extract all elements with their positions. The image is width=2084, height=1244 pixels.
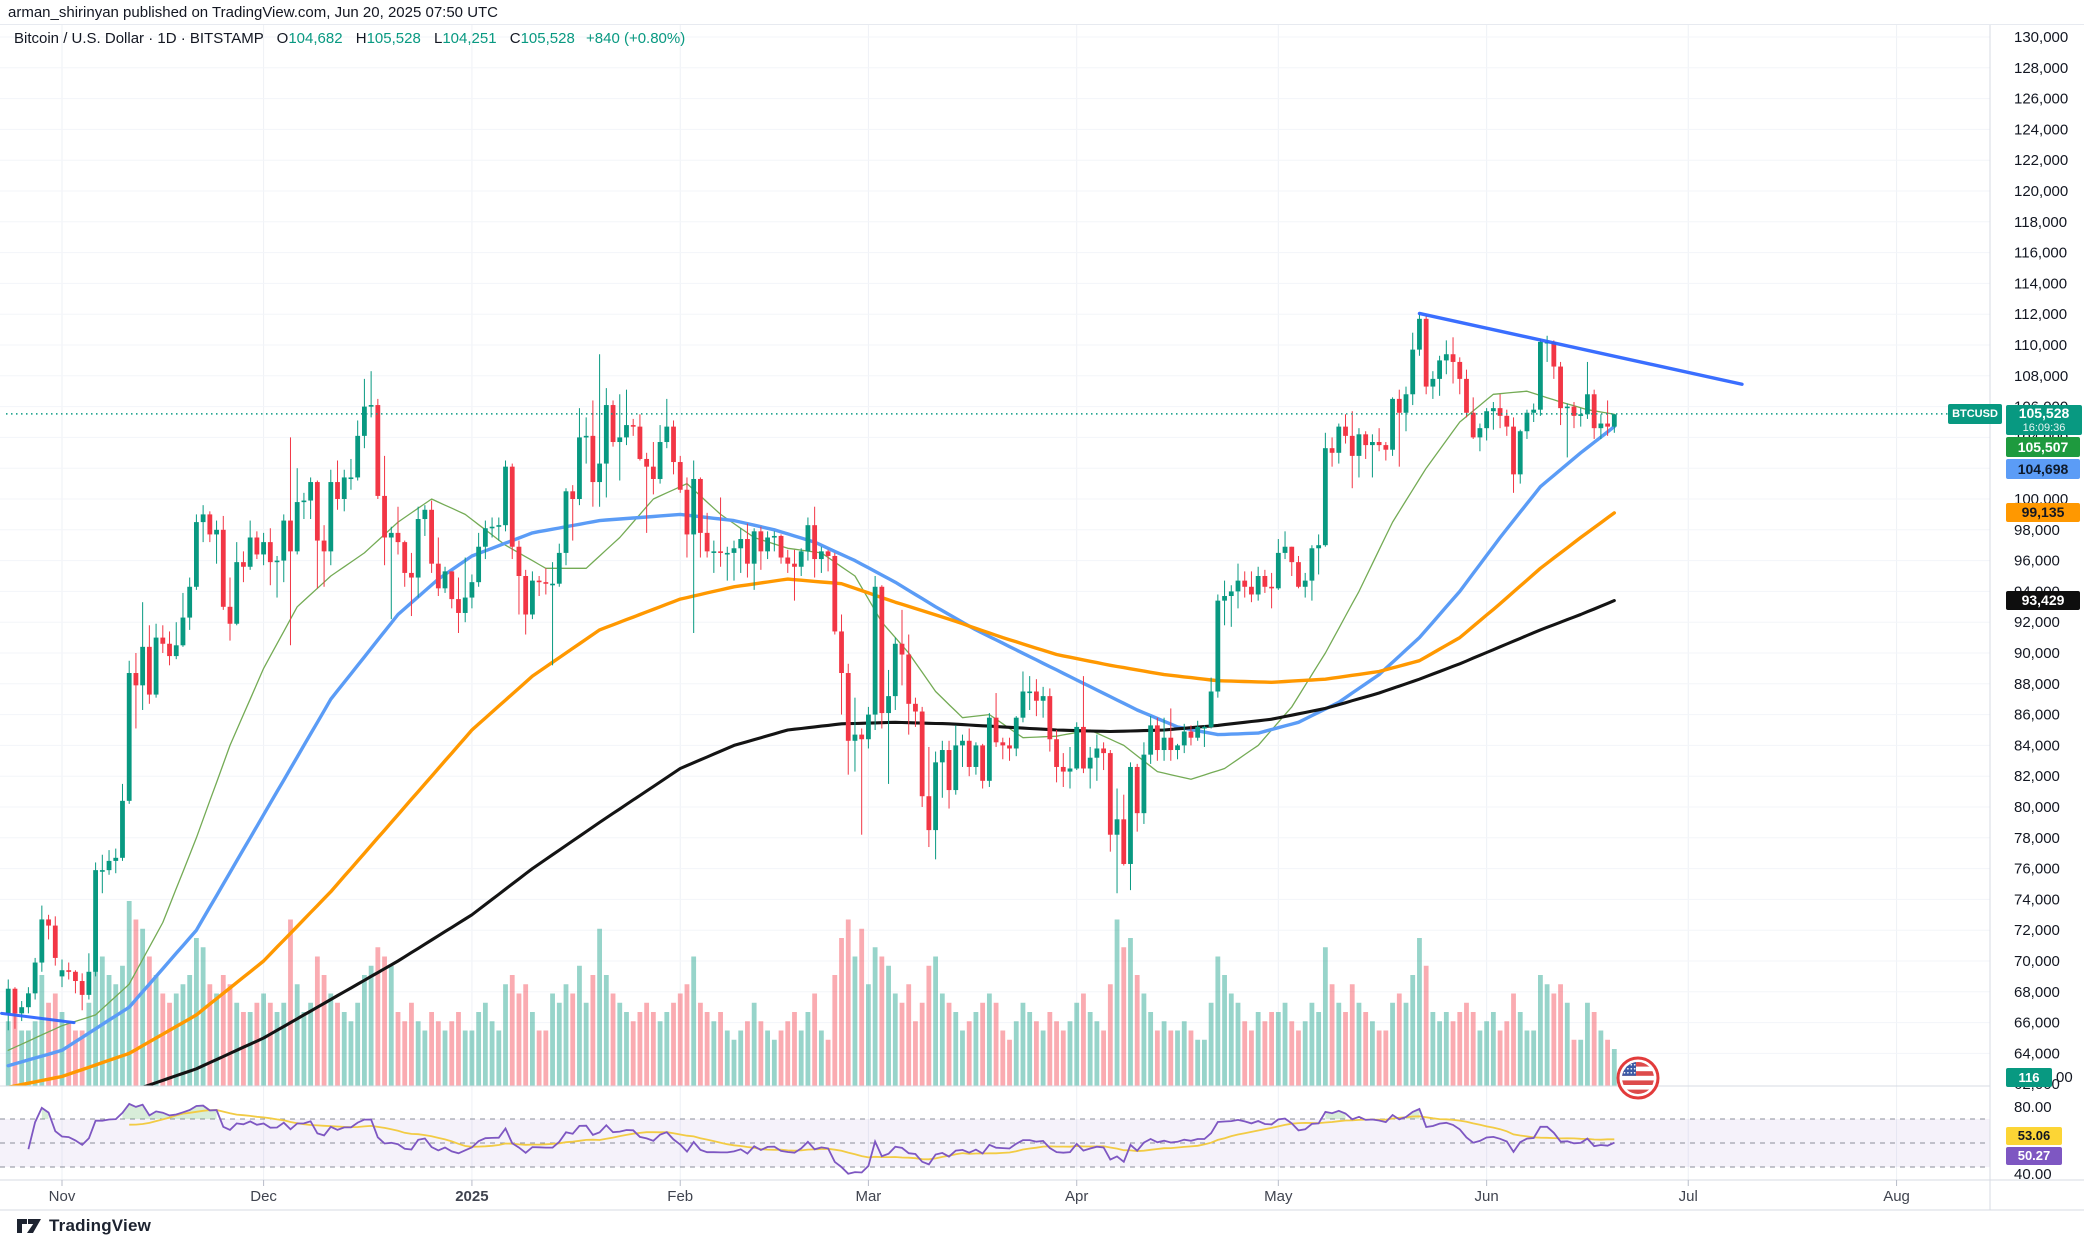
time-axis-label: Feb	[667, 1188, 693, 1205]
left-edge-segment	[0, 1011, 76, 1025]
time-axis[interactable]: Nov Dec 2025 Feb Mar Apr May Jun Jul Aug	[49, 1180, 1910, 1205]
rsi-value-badge[interactable]: 50.27	[2006, 1147, 2062, 1165]
price-axis-label: 122,000	[2014, 152, 2068, 169]
price-axis-label: 116,000	[2014, 245, 2067, 262]
price-axis-label: 126,000	[2014, 91, 2068, 108]
price-axis-label: 114,000	[2014, 275, 2067, 292]
last-price-badge[interactable]: 105,528 16:09:36	[2006, 405, 2082, 435]
price-axis-label: 130,000	[2014, 29, 2068, 46]
price-axis-label: 82,000	[2014, 768, 2060, 785]
trendline-drawings[interactable]	[0, 311, 1744, 1025]
sma-200-line	[141, 599, 1616, 1086]
last-price-value: 105,528	[2018, 405, 2070, 421]
descending-resistance	[1417, 311, 1744, 386]
moving-averages	[6, 390, 1616, 1086]
rsi-line	[27, 1102, 1615, 1175]
price-axis-label: 68,000	[2014, 984, 2060, 1001]
price-axis-label: 90,000	[2014, 645, 2060, 662]
time-axis-label: Apr	[1065, 1188, 1088, 1205]
time-axis-label: Jul	[1679, 1188, 1698, 1205]
close-label: C	[509, 30, 521, 47]
time-axis-label: Dec	[250, 1188, 277, 1205]
price-axis-label: 86,000	[2014, 707, 2060, 724]
rsi-axis-lower-label: 40.00	[2014, 1166, 2052, 1183]
open-value: 104,682	[288, 30, 343, 47]
publish-byline: arman_shirinyan published on TradingView…	[8, 4, 499, 21]
price-axis-label: 80,000	[2014, 799, 2060, 816]
price-axis-label: 108,000	[2014, 368, 2068, 385]
ma200-price-badge[interactable]: 93,429	[2006, 591, 2080, 610]
time-axis-label: 2025	[455, 1188, 488, 1205]
price-axis-label: 88,000	[2014, 676, 2060, 693]
price-axis-label: 78,000	[2014, 830, 2060, 847]
bar-countdown: 16:09:36	[2022, 422, 2066, 434]
price-axis-label: 124,000	[2014, 121, 2068, 138]
sma-100-line	[7, 511, 1616, 1086]
price-axis-label: 64,000	[2014, 1045, 2060, 1062]
price-axis-label: 70,000	[2014, 953, 2060, 970]
tradingview-attribution[interactable]: TradingView	[16, 1216, 151, 1236]
ma100-price-badge[interactable]: 99,135	[2006, 503, 2080, 522]
time-axis-label: May	[1264, 1188, 1293, 1205]
high-value: 105,528	[366, 30, 421, 47]
price-axis-label: 72,000	[2014, 922, 2060, 939]
header-divider	[0, 24, 2084, 25]
price-axis-label: 84,000	[2014, 737, 2060, 754]
change-value: +840 (+0.80%)	[586, 30, 686, 47]
price-axis-label: 110,000	[2014, 337, 2067, 354]
price-axis-label: 96,000	[2014, 553, 2060, 570]
grid-lines	[0, 25, 1990, 1180]
price-axis-label: 76,000	[2014, 861, 2060, 878]
time-axis-label: Nov	[49, 1188, 76, 1205]
tradingview-logo-icon	[17, 1219, 41, 1233]
symbol-title[interactable]: Bitcoin / U.S. Dollar · 1D · BITSTAMP	[14, 30, 264, 47]
price-axis-label: 98,000	[2014, 522, 2060, 539]
price-axis-label: 120,000	[2014, 183, 2068, 200]
tradingview-brand-text: TradingView	[49, 1216, 152, 1235]
symbol-legend[interactable]: Bitcoin / U.S. Dollar · 1D · BITSTAMP O1…	[14, 30, 685, 47]
candlestick-series[interactable]	[5, 314, 1617, 1031]
low-value: 104,251	[442, 30, 497, 47]
price-axis-label: 92,000	[2014, 614, 2060, 631]
open-label: O	[276, 30, 289, 47]
price-axis-label: 128,000	[2014, 60, 2068, 77]
pane-borders	[0, 25, 2084, 1211]
rsi-axis-upper-label: 80.00	[2014, 1099, 2052, 1116]
symbol-price-flag[interactable]: BTCUSD	[1948, 404, 2002, 424]
rsi-ma-value-badge[interactable]: 53.06	[2006, 1127, 2062, 1145]
price-axis[interactable]: 62,00064,00066,00068,00070,00072,00074,0…	[2014, 29, 2068, 1093]
rsi-pane[interactable]	[0, 1102, 1990, 1175]
high-label: H	[355, 30, 367, 47]
time-axis-label: Aug	[1883, 1188, 1910, 1205]
time-axis-label: Jun	[1475, 1188, 1499, 1205]
sma-21-line	[7, 390, 1615, 1051]
price-axis-label: 66,000	[2014, 1015, 2060, 1032]
sma-50-line	[6, 424, 1616, 1068]
covered-axis-label-fragment: 00	[2056, 1069, 2073, 1086]
time-axis-label: Mar	[855, 1188, 881, 1205]
ma21-price-badge[interactable]: 105,507	[2006, 437, 2080, 457]
low-label: L	[434, 30, 443, 47]
price-axis-label: 74,000	[2014, 891, 2060, 908]
volume-value-badge[interactable]: 116	[2006, 1068, 2052, 1087]
ma50-price-badge[interactable]: 104,698	[2006, 459, 2080, 479]
close-value: 105,528	[520, 30, 575, 47]
usd-flag-icon	[1616, 1056, 1660, 1100]
volume-histogram	[5, 901, 1617, 1086]
price-axis-label: 118,000	[2014, 214, 2067, 231]
price-axis-label: 112,000	[2014, 306, 2067, 323]
